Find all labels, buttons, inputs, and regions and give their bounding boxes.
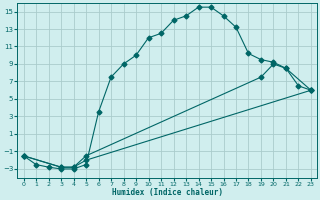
X-axis label: Humidex (Indice chaleur): Humidex (Indice chaleur) [112, 188, 223, 197]
